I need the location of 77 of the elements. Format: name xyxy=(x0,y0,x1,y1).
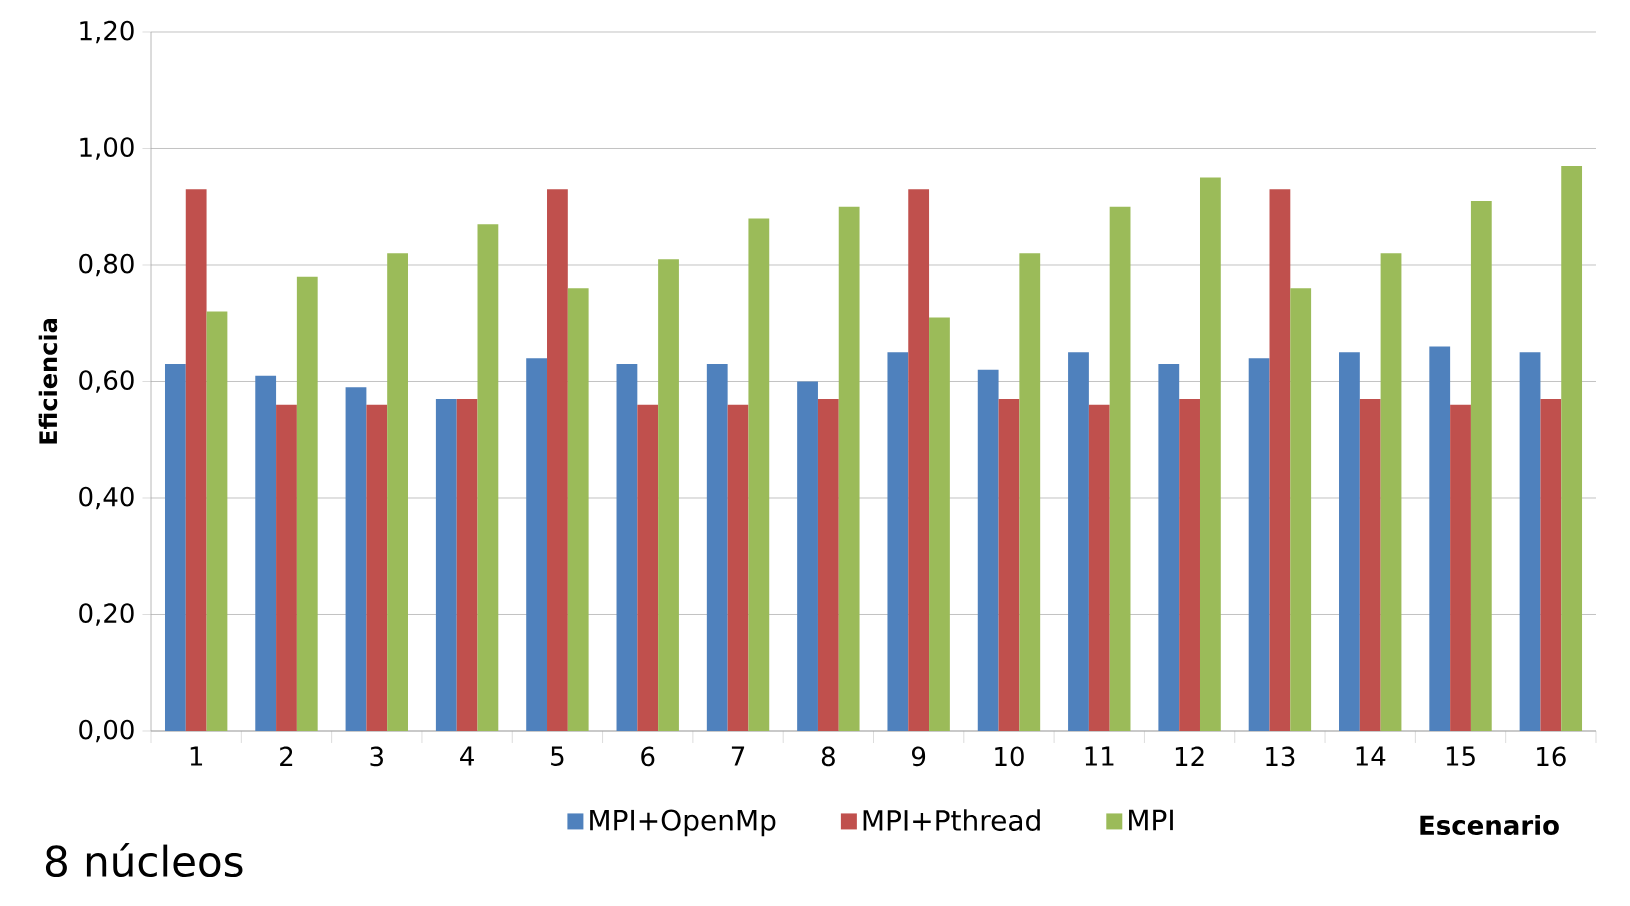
x-tick-label: 12 xyxy=(1175,746,1204,766)
bar xyxy=(1088,404,1110,731)
bar xyxy=(477,224,499,731)
x-tick-label: 5 xyxy=(551,746,564,766)
bar xyxy=(838,206,860,731)
y-tick-label: 0,40 xyxy=(79,486,134,510)
y-tick-label: 0,00 xyxy=(79,719,134,743)
bar xyxy=(1269,189,1291,731)
bar xyxy=(998,398,1020,731)
x-tick-label: 6 xyxy=(641,746,655,767)
bar xyxy=(456,398,478,731)
bar xyxy=(1561,165,1583,731)
bar xyxy=(1339,352,1360,731)
bar xyxy=(929,317,950,731)
legend-label: MPI+OpenMp xyxy=(590,809,776,837)
bar xyxy=(206,311,228,731)
bar xyxy=(1109,206,1131,731)
bar xyxy=(1540,398,1562,731)
bar xyxy=(164,364,186,731)
bar xyxy=(276,404,297,731)
bar xyxy=(908,189,930,731)
bar xyxy=(727,404,749,731)
legend-label: MPI+Pthread xyxy=(863,809,1040,831)
bar xyxy=(1380,253,1402,731)
x-tick-label: 9 xyxy=(912,746,926,767)
bar xyxy=(1429,346,1451,731)
bar xyxy=(616,364,638,731)
bar xyxy=(748,218,770,731)
x-tick-label: 2 xyxy=(280,746,293,766)
x-tick-label: 3 xyxy=(370,746,383,767)
y-axis-title: Eficiencia xyxy=(38,319,58,444)
x-tick-label: 10 xyxy=(995,746,1024,767)
bar xyxy=(185,189,207,731)
x-tick-label: 8 xyxy=(821,746,835,767)
y-tick-label: 0,80 xyxy=(79,253,134,277)
bar xyxy=(296,276,318,731)
x-tick-label: 7 xyxy=(731,746,745,766)
bar xyxy=(345,387,367,731)
bar xyxy=(435,398,457,731)
bar xyxy=(1158,364,1180,731)
bar xyxy=(1179,398,1200,731)
bar xyxy=(1290,288,1312,731)
bar xyxy=(706,364,728,731)
x-tick-label: 1 xyxy=(190,746,203,766)
y-tick-label: 1,20 xyxy=(80,20,134,44)
bar xyxy=(1470,200,1492,731)
bar xyxy=(255,375,277,731)
x-tick-label: 15 xyxy=(1446,746,1475,766)
bar xyxy=(1248,358,1270,731)
text: 8 núcleos xyxy=(45,842,243,878)
bar xyxy=(1019,253,1041,731)
y-tick-label: 0,60 xyxy=(79,370,134,393)
x-axis-title: Escenario xyxy=(1420,814,1559,836)
bar xyxy=(887,352,909,731)
y-tick-label: 1,00 xyxy=(80,137,134,160)
y-tick-label: 0,20 xyxy=(79,603,134,626)
bar xyxy=(526,358,548,731)
x-tick-label: 11 xyxy=(1085,746,1114,766)
bar xyxy=(637,404,659,731)
bar xyxy=(366,404,388,731)
bar xyxy=(797,381,818,731)
x-tick-label: 16 xyxy=(1537,746,1566,767)
bar xyxy=(387,253,408,731)
legend-label: MPI xyxy=(1129,809,1173,831)
bar xyxy=(977,369,999,731)
bar xyxy=(817,398,839,731)
bar xyxy=(1199,177,1221,731)
bar xyxy=(658,259,679,731)
bar xyxy=(1359,398,1381,731)
bar xyxy=(1450,404,1471,731)
x-tick-label: 4 xyxy=(460,746,474,766)
x-tick-label: 13 xyxy=(1266,746,1295,767)
bar xyxy=(547,189,568,731)
bar xyxy=(1519,352,1541,731)
bar xyxy=(567,288,589,731)
x-tick-label: 14 xyxy=(1356,746,1386,766)
bar xyxy=(1068,352,1089,731)
